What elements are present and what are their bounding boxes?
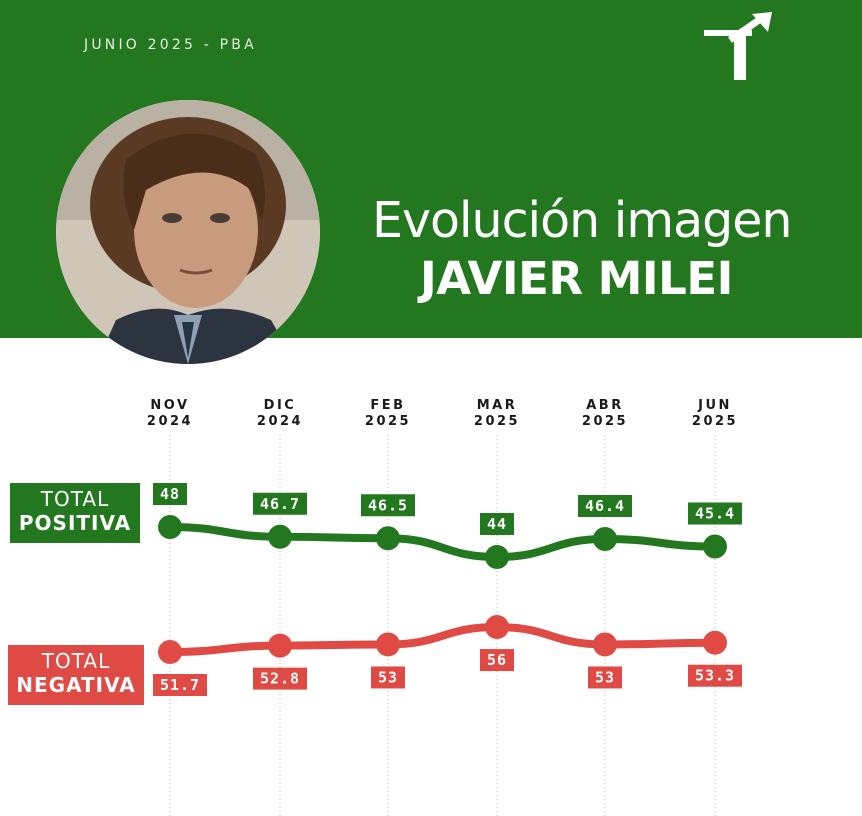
negative-series-line bbox=[166, 623, 719, 656]
negative-data-point bbox=[485, 615, 509, 640]
positive-value-label: 44 bbox=[487, 515, 507, 533]
x-tick-label: JUN 2025 bbox=[691, 398, 739, 429]
negative-value-badge bbox=[480, 649, 514, 672]
report-subtitle: JUNIO 2025 - PBA bbox=[84, 37, 257, 53]
negative-data-point bbox=[158, 640, 182, 664]
positive-value-label: 48 bbox=[160, 485, 180, 503]
chart-title-line1: Evolución imagen bbox=[372, 192, 792, 249]
negative-value-badge bbox=[371, 666, 405, 689]
negative-value-badge bbox=[688, 664, 742, 687]
negative-label-line1: TOTAL bbox=[41, 649, 111, 673]
negative-data-point bbox=[268, 633, 292, 658]
negative-value-label: 53.3 bbox=[695, 667, 735, 685]
positive-value-badge bbox=[361, 494, 415, 517]
chart-title-line2: JAVIER MILEI bbox=[420, 252, 733, 305]
positive-data-point bbox=[376, 526, 400, 551]
x-tick-label: MAR 2025 bbox=[473, 398, 521, 429]
positive-value-badge bbox=[578, 495, 632, 517]
negative-value-label: 53 bbox=[595, 668, 615, 686]
positive-value-badge bbox=[153, 483, 187, 505]
negative-value-label: 53 bbox=[378, 668, 398, 686]
x-tick-label: ABR 2025 bbox=[581, 398, 629, 429]
negative-data-point bbox=[593, 632, 617, 657]
negative-value-label: 52.8 bbox=[260, 670, 300, 688]
positive-data-point bbox=[593, 527, 617, 551]
positive-label-line2: POSITIVA bbox=[18, 511, 132, 535]
negative-value-label: 51.7 bbox=[160, 676, 200, 694]
negative-value-label: 56 bbox=[487, 651, 507, 669]
x-tick-label: FEB 2025 bbox=[364, 398, 412, 429]
positive-value-badge bbox=[688, 502, 742, 525]
positive-label-line1: TOTAL bbox=[40, 487, 110, 511]
positive-value-badge bbox=[480, 513, 514, 535]
positive-data-point bbox=[703, 534, 727, 559]
x-tick-label: DIC 2024 bbox=[256, 398, 304, 429]
negative-data-point bbox=[703, 630, 727, 655]
negative-value-badge bbox=[153, 674, 207, 696]
positive-value-label: 45.4 bbox=[695, 505, 735, 523]
negative-series-label: TOTAL NEGATIVA bbox=[8, 645, 144, 705]
negative-label-line2: NEGATIVA bbox=[16, 673, 136, 697]
positive-value-label: 46.5 bbox=[368, 496, 408, 514]
positive-data-point bbox=[268, 524, 292, 549]
positive-value-label: 46.7 bbox=[260, 495, 300, 513]
positive-value-badge bbox=[253, 492, 307, 515]
x-tick-label: NOV 2024 bbox=[146, 398, 194, 429]
positive-value-label: 46.4 bbox=[585, 497, 625, 515]
positive-data-point bbox=[158, 515, 182, 539]
positive-series-label: TOTAL POSITIVA bbox=[10, 483, 140, 543]
negative-value-badge bbox=[588, 666, 622, 689]
brand-logo-icon bbox=[704, 12, 772, 80]
positive-series-line bbox=[166, 523, 719, 562]
negative-value-badge bbox=[253, 667, 307, 690]
negative-data-point bbox=[376, 632, 400, 657]
positive-data-point bbox=[485, 545, 509, 569]
